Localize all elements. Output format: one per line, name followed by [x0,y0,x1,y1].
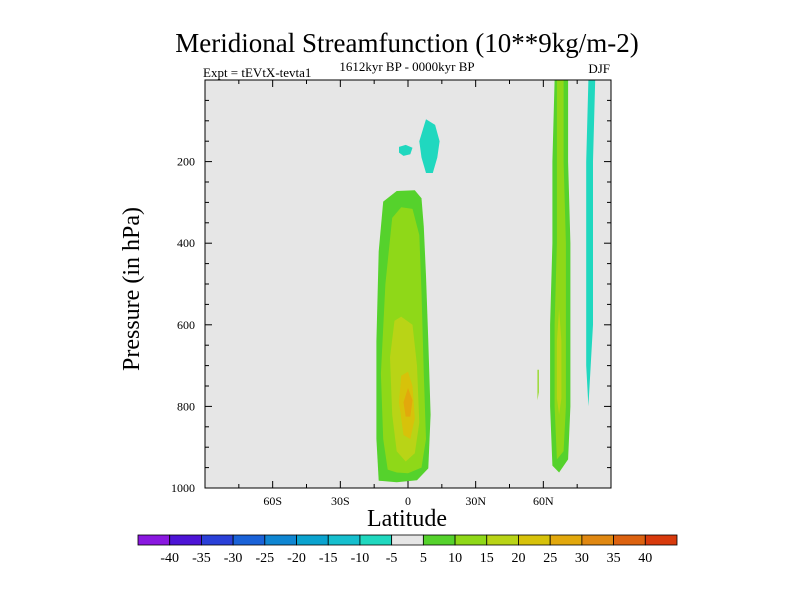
colorbar-box [327,534,361,546]
colorbar-label: 10 [448,551,462,566]
colorbar-box [391,534,424,546]
y-tick-label: 1000 [171,481,195,495]
colorbar-box [581,534,614,546]
contour-regions [376,80,596,483]
contour-negative-blob-small [399,144,413,156]
x-tick-label: 60S [263,494,282,508]
contour-polar-negative [586,80,596,407]
colorbar-label: -25 [255,551,274,566]
colorbar: -40 -35 -30 -25 -20 -15 -10 -5 5 10 15 20 25 30 35 40 [137,534,678,566]
colorbar-label: 15 [480,551,494,566]
right-label: DJF [588,61,610,76]
center-label: 1612kyr BP - 0000kyr BP [339,59,474,74]
y-tick-label: 800 [177,399,195,413]
colorbar-label: -40 [160,551,179,566]
colorbar-label: 20 [512,551,526,566]
x-tick-label: 30S [331,494,350,508]
colorbar-label: -5 [386,551,398,566]
colorbar-label: -10 [351,551,370,566]
contour-negative-blob-upper [419,119,440,173]
y-tick-label: 400 [177,236,195,250]
colorbar-label: 30 [575,551,589,566]
y-tick-label: 200 [177,155,195,169]
colorbar-box [359,534,393,546]
colorbar-box [232,534,266,546]
colorbar-box [169,534,202,546]
colorbar-box [137,534,171,546]
colorbar-box [486,534,519,546]
colorbar-label: -35 [192,551,211,566]
colorbar-label: 25 [543,551,557,566]
x-tick-label: 60N [533,494,554,508]
colorbar-label: -15 [319,551,338,566]
colorbar-box [613,534,646,546]
colorbar-box [201,534,234,546]
contour-polar-sliver [537,369,539,401]
contour-tropical-cell-25 [403,388,413,417]
colorbar-label: 40 [638,551,652,566]
colorbar-box [518,534,551,546]
colorbar-box [644,534,678,546]
colorbar-box [454,534,488,546]
y-axis-label: Pressure (in hPa) [119,207,145,371]
x-tick-label: 30N [465,494,486,508]
colorbar-box [422,534,456,546]
colorbar-label: 5 [420,551,427,566]
axis-ticks: 60S 30S 0 30N 60N 200 400 600 800 1000 [171,80,611,508]
colorbar-label: 35 [607,551,621,566]
colorbar-label: -20 [287,551,306,566]
colorbar-box [296,534,329,546]
colorbar-box [264,534,297,546]
left-label: Expt = tEVtX-tevta1 [203,65,311,80]
chart-title: Meridional Streamfunction (10**9kg/m-2) [175,28,638,58]
x-tick-label: 0 [405,494,411,508]
colorbar-label: -30 [224,551,243,566]
x-axis-label: Latitude [367,506,447,532]
colorbar-box [549,534,583,546]
contour-polar-cell-15 [556,308,562,415]
y-tick-label: 600 [177,318,195,332]
